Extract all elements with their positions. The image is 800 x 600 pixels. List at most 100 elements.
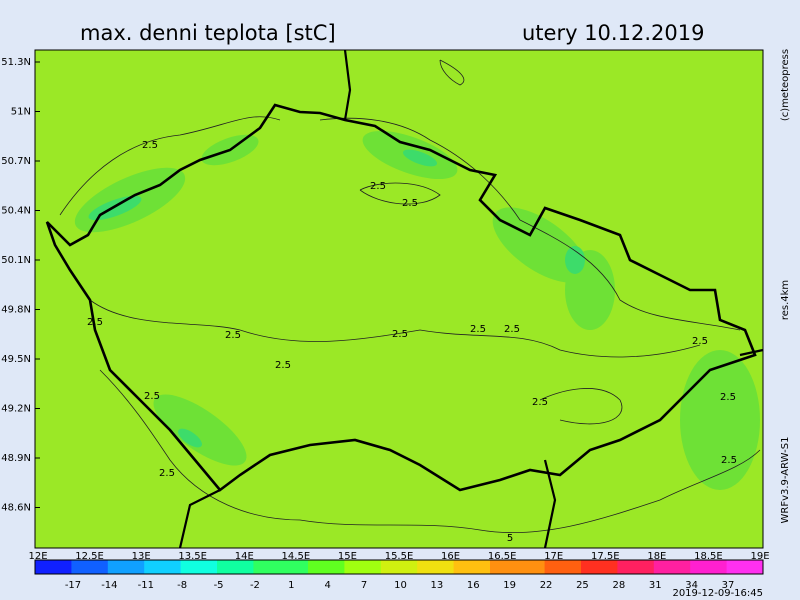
lat-label: 51N — [11, 107, 31, 118]
lon-label: 14E — [235, 551, 254, 562]
timestamp: 2019-12-09-16:45 — [672, 588, 763, 599]
colorbar-cell — [326, 560, 345, 574]
lat-label: 51.3N — [1, 57, 31, 68]
lat-label: 50.4N — [1, 206, 31, 217]
colorbar-label: 4 — [325, 580, 331, 591]
colorbar-cell — [235, 560, 254, 574]
colorbar-cell — [144, 560, 163, 574]
colorbar-label: -8 — [177, 580, 187, 591]
lon-label: 12.5E — [75, 551, 104, 562]
contour-label: 2.5 — [392, 329, 408, 340]
colorbar-cell — [126, 560, 145, 574]
colorbar-cell — [635, 560, 655, 574]
colorbar-label: 37 — [722, 580, 735, 591]
colorbar-cell — [690, 560, 709, 574]
colorbar-frame — [34, 559, 764, 575]
colorbar-cell — [35, 560, 54, 574]
contour-label: 2.5 — [504, 324, 520, 335]
colorbar-cell — [344, 560, 364, 574]
contour-label: 2.5 — [720, 392, 736, 403]
contour-label: 2.5 — [142, 140, 158, 151]
colorbar-label: 10 — [394, 580, 407, 591]
colorbar-label: -2 — [250, 580, 260, 591]
colorbar-label: 1 — [288, 580, 294, 591]
lon-label: 12E — [28, 551, 47, 562]
contour-label: 2.5 — [692, 336, 708, 347]
colorbar-label: 25 — [576, 580, 589, 591]
colorbar-cell — [71, 560, 91, 574]
colorbar: -17 -14 -11 -8 -5 -2 1 4 7 10 13 16 19 22 25 28 31 34 37 — [34, 559, 764, 591]
lat-label: 49.8N — [1, 305, 31, 316]
colorbar-cell — [89, 560, 109, 574]
lat-label: 49.5N — [1, 354, 31, 365]
lon-label: 15.5E — [385, 551, 414, 562]
lon-label: 18E — [647, 551, 666, 562]
side-label: WRFv3.9-ARW-S1 — [780, 437, 791, 524]
contour-label: 2.5 — [225, 330, 241, 341]
lon-label: 19E — [750, 551, 769, 562]
colorbar-cell — [362, 560, 382, 574]
lat-label: 49.2N — [1, 404, 31, 415]
colorbar-cell — [672, 560, 691, 574]
side-label: res.4km — [780, 280, 791, 320]
colorbar-label: 13 — [431, 580, 444, 591]
contour-label: 2.5 — [87, 317, 103, 328]
map-area — [34, 49, 764, 549]
colorbar-label: -5 — [214, 580, 224, 591]
lon-label: 13.5E — [178, 551, 207, 562]
contour-label: 5 — [507, 533, 513, 544]
contour-label: 2.5 — [470, 324, 486, 335]
contour-label: 2.5 — [402, 198, 418, 209]
lon-label: 14.5E — [282, 551, 311, 562]
colorbar-cell — [399, 560, 418, 574]
colorbar-cell — [581, 560, 600, 574]
colorbar-cell — [53, 560, 72, 574]
colorbar-cell — [599, 560, 618, 574]
country-border — [45, 103, 757, 492]
colorbar-cell — [653, 560, 673, 574]
colorbar-cell — [271, 560, 291, 574]
colorbar-cell — [162, 560, 182, 574]
colorbar-cell — [435, 560, 455, 574]
side-label: (c)meteopress — [780, 49, 791, 121]
colorbar-label: -11 — [138, 580, 154, 591]
colorbar-cell — [471, 560, 491, 574]
lon-label: 18.5E — [694, 551, 723, 562]
colorbar-cell — [562, 560, 582, 574]
colorbar-cell — [417, 560, 436, 574]
contour-label: 2.5 — [370, 181, 386, 192]
lon-label: 16E — [441, 551, 460, 562]
colorbar-label: 16 — [467, 580, 480, 591]
colorbar-label: 22 — [540, 580, 553, 591]
colorbar-cell — [726, 560, 746, 574]
colorbar-cell — [180, 560, 200, 574]
title: max. denni teplota [stC] — [80, 21, 336, 45]
colorbar-label: -14 — [101, 580, 117, 591]
colorbar-cell — [217, 560, 236, 574]
contour-label: 2.5 — [144, 391, 160, 402]
lon-label: 17.5E — [591, 551, 620, 562]
colorbar-label: 19 — [503, 580, 516, 591]
contour-label: 2.5 — [159, 468, 175, 479]
colorbar-label: 34 — [685, 580, 698, 591]
colorbar-cell — [744, 560, 764, 574]
contours — [59, 59, 761, 533]
map-field — [35, 50, 763, 548]
lat-label: 50.1N — [1, 255, 31, 266]
colorbar-label: 28 — [612, 580, 625, 591]
colorbar-cell — [198, 560, 218, 574]
colorbar-cell — [708, 560, 728, 574]
map-frame — [34, 49, 764, 549]
lon-label: 17E — [544, 551, 563, 562]
lat-label: 48.6N — [1, 503, 31, 514]
colorbar-cell — [107, 560, 127, 574]
lon-label: 13E — [132, 551, 151, 562]
colorbar-cell — [453, 560, 473, 574]
lon-label: 16.5E — [488, 551, 517, 562]
colorbar-cell — [617, 560, 637, 574]
colorbar-cell — [544, 560, 564, 574]
neighbor-borders — [178, 49, 764, 549]
colorbar-cell — [380, 560, 400, 574]
colorbar-cell — [508, 560, 527, 574]
